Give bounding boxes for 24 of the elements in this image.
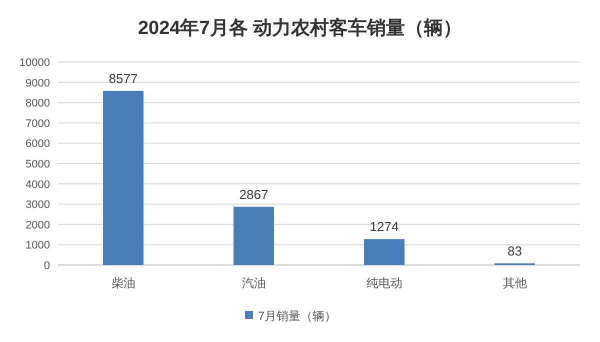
y-tick-label: 6000 <box>26 138 50 150</box>
x-tick-label: 柴油 <box>111 276 136 290</box>
bar <box>103 90 144 265</box>
y-tick-label: 5000 <box>26 158 50 170</box>
y-tick-label: 7000 <box>26 118 50 130</box>
bar <box>234 206 274 265</box>
data-label: 8577 <box>108 70 138 86</box>
bar <box>364 239 404 265</box>
y-tick-label: 3000 <box>26 199 50 212</box>
data-label: 1274 <box>370 219 399 234</box>
chart-title: 2024年7月各 动力农村客车销量（辆） <box>138 17 462 39</box>
y-tick-label: 10000 <box>19 57 50 69</box>
x-tick-label: 汽油 <box>242 276 266 290</box>
data-label: 83 <box>508 243 522 258</box>
x-tick-label: 其他 <box>502 276 527 290</box>
y-tick-label: 2000 <box>26 219 50 232</box>
legend-label: 7月销量（辆） <box>258 309 337 323</box>
y-tick-label: 8000 <box>26 98 50 110</box>
x-tick-label: 纯电动 <box>366 276 402 290</box>
y-tick-label: 4000 <box>26 178 50 191</box>
data-label: 2867 <box>239 186 268 202</box>
y-tick-label: 1000 <box>26 240 50 252</box>
y-tick-label: 9000 <box>26 77 50 90</box>
y-tick-label: 0 <box>44 260 50 272</box>
